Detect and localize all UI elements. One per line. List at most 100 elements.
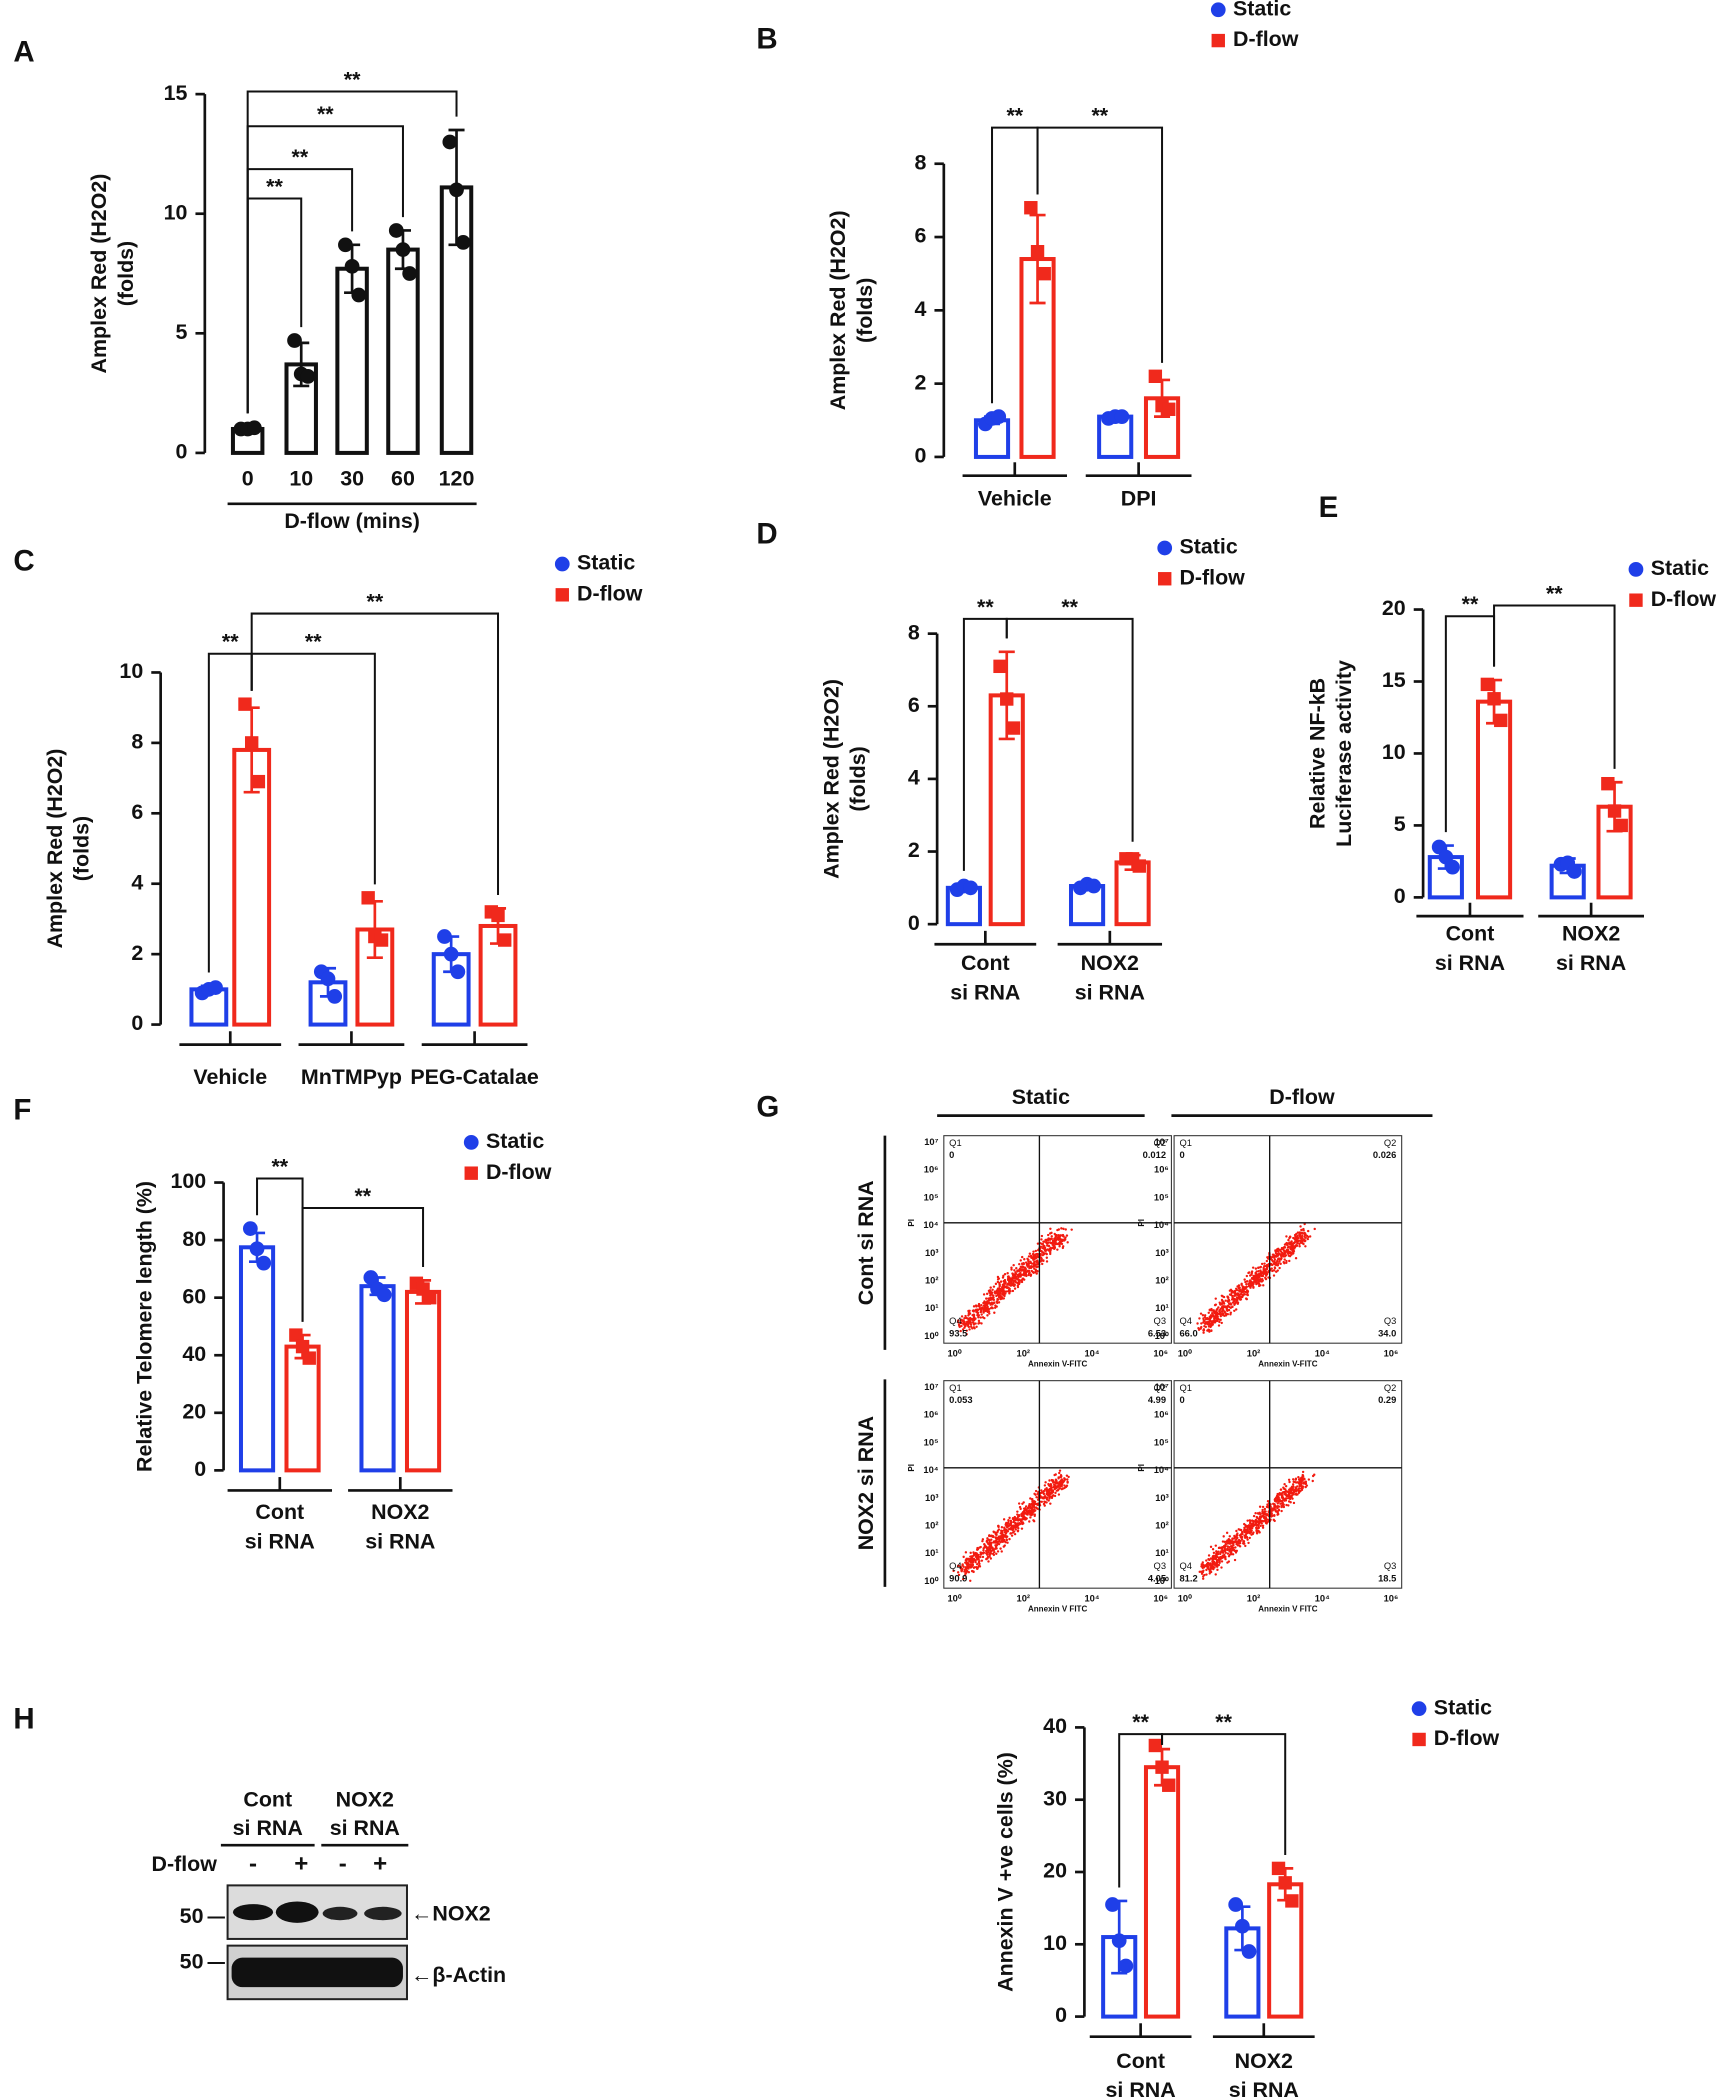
- event-dot: [975, 1305, 978, 1308]
- x-tick-label: 10⁶: [1384, 1593, 1399, 1603]
- legend-label: D-flow: [1651, 587, 1717, 611]
- group-label: si RNA: [330, 1816, 400, 1840]
- event-dot: [1058, 1245, 1061, 1248]
- event-dot: [1011, 1531, 1015, 1534]
- bar-chart: F 0 20 40 60 80 100 Relative Telomere length (%…: [13, 1093, 551, 1553]
- event-dot: [1207, 1328, 1210, 1331]
- y-tick-label: 60: [182, 1284, 206, 1308]
- event-dot: [1002, 1545, 1006, 1548]
- significance-bracket: [301, 1206, 425, 1322]
- event-dot: [1224, 1548, 1227, 1552]
- data-point: [1148, 1738, 1163, 1753]
- event-dot: [1001, 1289, 1004, 1292]
- event-dot: [1272, 1274, 1276, 1277]
- event-dot: [1234, 1298, 1237, 1301]
- event-dot: [1201, 1561, 1204, 1564]
- event-dot: [1007, 1525, 1010, 1528]
- event-dot: [1288, 1497, 1292, 1501]
- event-dot: [1032, 1519, 1035, 1522]
- event-dot: [1007, 1519, 1010, 1523]
- event-dot: [994, 1547, 997, 1550]
- event-dot: [1021, 1265, 1024, 1268]
- plot-frame: [1173, 1135, 1403, 1344]
- event-dot: [1247, 1525, 1250, 1528]
- data-point: [374, 933, 389, 947]
- event-dot: [1235, 1288, 1239, 1292]
- event-dot: [1284, 1499, 1288, 1502]
- event-dot: [1264, 1277, 1268, 1281]
- event-dot: [1223, 1310, 1226, 1314]
- event-dot: [1259, 1265, 1263, 1269]
- y-tick-label: 8: [908, 620, 920, 644]
- event-dot: [999, 1537, 1002, 1540]
- event-dot: [1287, 1478, 1291, 1482]
- event-dot: [1253, 1274, 1257, 1277]
- data-point: [963, 880, 978, 896]
- x-tick-label: PEG-Catalae: [410, 1065, 539, 1089]
- event-dot: [1201, 1314, 1205, 1317]
- data-point: [247, 420, 262, 436]
- event-dot: [976, 1556, 979, 1560]
- event-dot: [1301, 1486, 1304, 1490]
- event-dot: [1303, 1240, 1306, 1243]
- event-dot: [1303, 1235, 1306, 1238]
- event-dot: [1033, 1501, 1036, 1504]
- event-dot: [1245, 1290, 1248, 1293]
- event-dot: [1274, 1250, 1277, 1253]
- column-header: Static: [1012, 1085, 1070, 1109]
- event-dot: [1228, 1289, 1232, 1292]
- x-tick-label: NOX2: [1562, 922, 1620, 946]
- event-dot: [1290, 1494, 1293, 1497]
- event-dot: [1258, 1278, 1262, 1282]
- event-dot: [1216, 1561, 1219, 1564]
- event-dot: [1257, 1266, 1260, 1270]
- y-tick-label: 20: [182, 1399, 206, 1423]
- flow-plot: Q1 0 Q2 0.026 Q3 34.0 Q4 66.0 10⁰ 10¹ 10² 10³ 10⁴ 10⁵…: [1137, 1135, 1403, 1369]
- event-dot: [1262, 1516, 1266, 1520]
- event-dot: [974, 1309, 977, 1312]
- event-dot: [1291, 1483, 1295, 1486]
- event-dot: [1050, 1486, 1053, 1489]
- y-axis-label: (folds): [846, 746, 870, 811]
- event-dot: [994, 1292, 997, 1295]
- panel-label: A: [13, 36, 34, 69]
- event-dot: [1224, 1314, 1228, 1317]
- event-dot: [1241, 1530, 1244, 1534]
- event-dot: [1010, 1266, 1013, 1269]
- event-dot: [1300, 1481, 1303, 1485]
- event-dot: [980, 1303, 983, 1307]
- event-dot: [1264, 1274, 1268, 1277]
- event-dot: [1050, 1484, 1053, 1487]
- event-dot: [1303, 1481, 1306, 1484]
- event-dot: [1249, 1528, 1252, 1531]
- event-dot: [1313, 1227, 1316, 1231]
- event-dot: [1287, 1245, 1291, 1248]
- event-dot: [1294, 1477, 1298, 1480]
- event-dot: [978, 1546, 981, 1549]
- event-dot: [1297, 1475, 1300, 1479]
- event-dot: [1255, 1531, 1259, 1534]
- y-tick-label: 10⁶: [1154, 1410, 1169, 1420]
- data-point: [376, 1287, 392, 1303]
- significance-bracket: [246, 90, 458, 414]
- event-dot: [1250, 1523, 1254, 1526]
- event-dot: [976, 1546, 979, 1550]
- x-tick-label: 10²: [1016, 1593, 1030, 1603]
- event-dot: [1000, 1530, 1003, 1533]
- event-dot: [1245, 1283, 1248, 1286]
- x-tick-label: si RNA: [365, 1529, 435, 1553]
- event-dot: [1043, 1504, 1046, 1507]
- event-dot: [964, 1314, 967, 1318]
- event-dot: [992, 1285, 996, 1288]
- event-dot: [985, 1297, 988, 1300]
- event-dot: [956, 1564, 960, 1568]
- event-dot: [1055, 1242, 1059, 1246]
- legend-marker: [1628, 562, 1644, 577]
- event-dot: [968, 1563, 972, 1566]
- data-point: [1000, 692, 1014, 706]
- event-dot: [1007, 1527, 1011, 1531]
- event-dot: [1008, 1537, 1011, 1541]
- event-dot: [1023, 1266, 1027, 1269]
- event-dot: [1021, 1513, 1025, 1517]
- event-dot: [1025, 1517, 1028, 1520]
